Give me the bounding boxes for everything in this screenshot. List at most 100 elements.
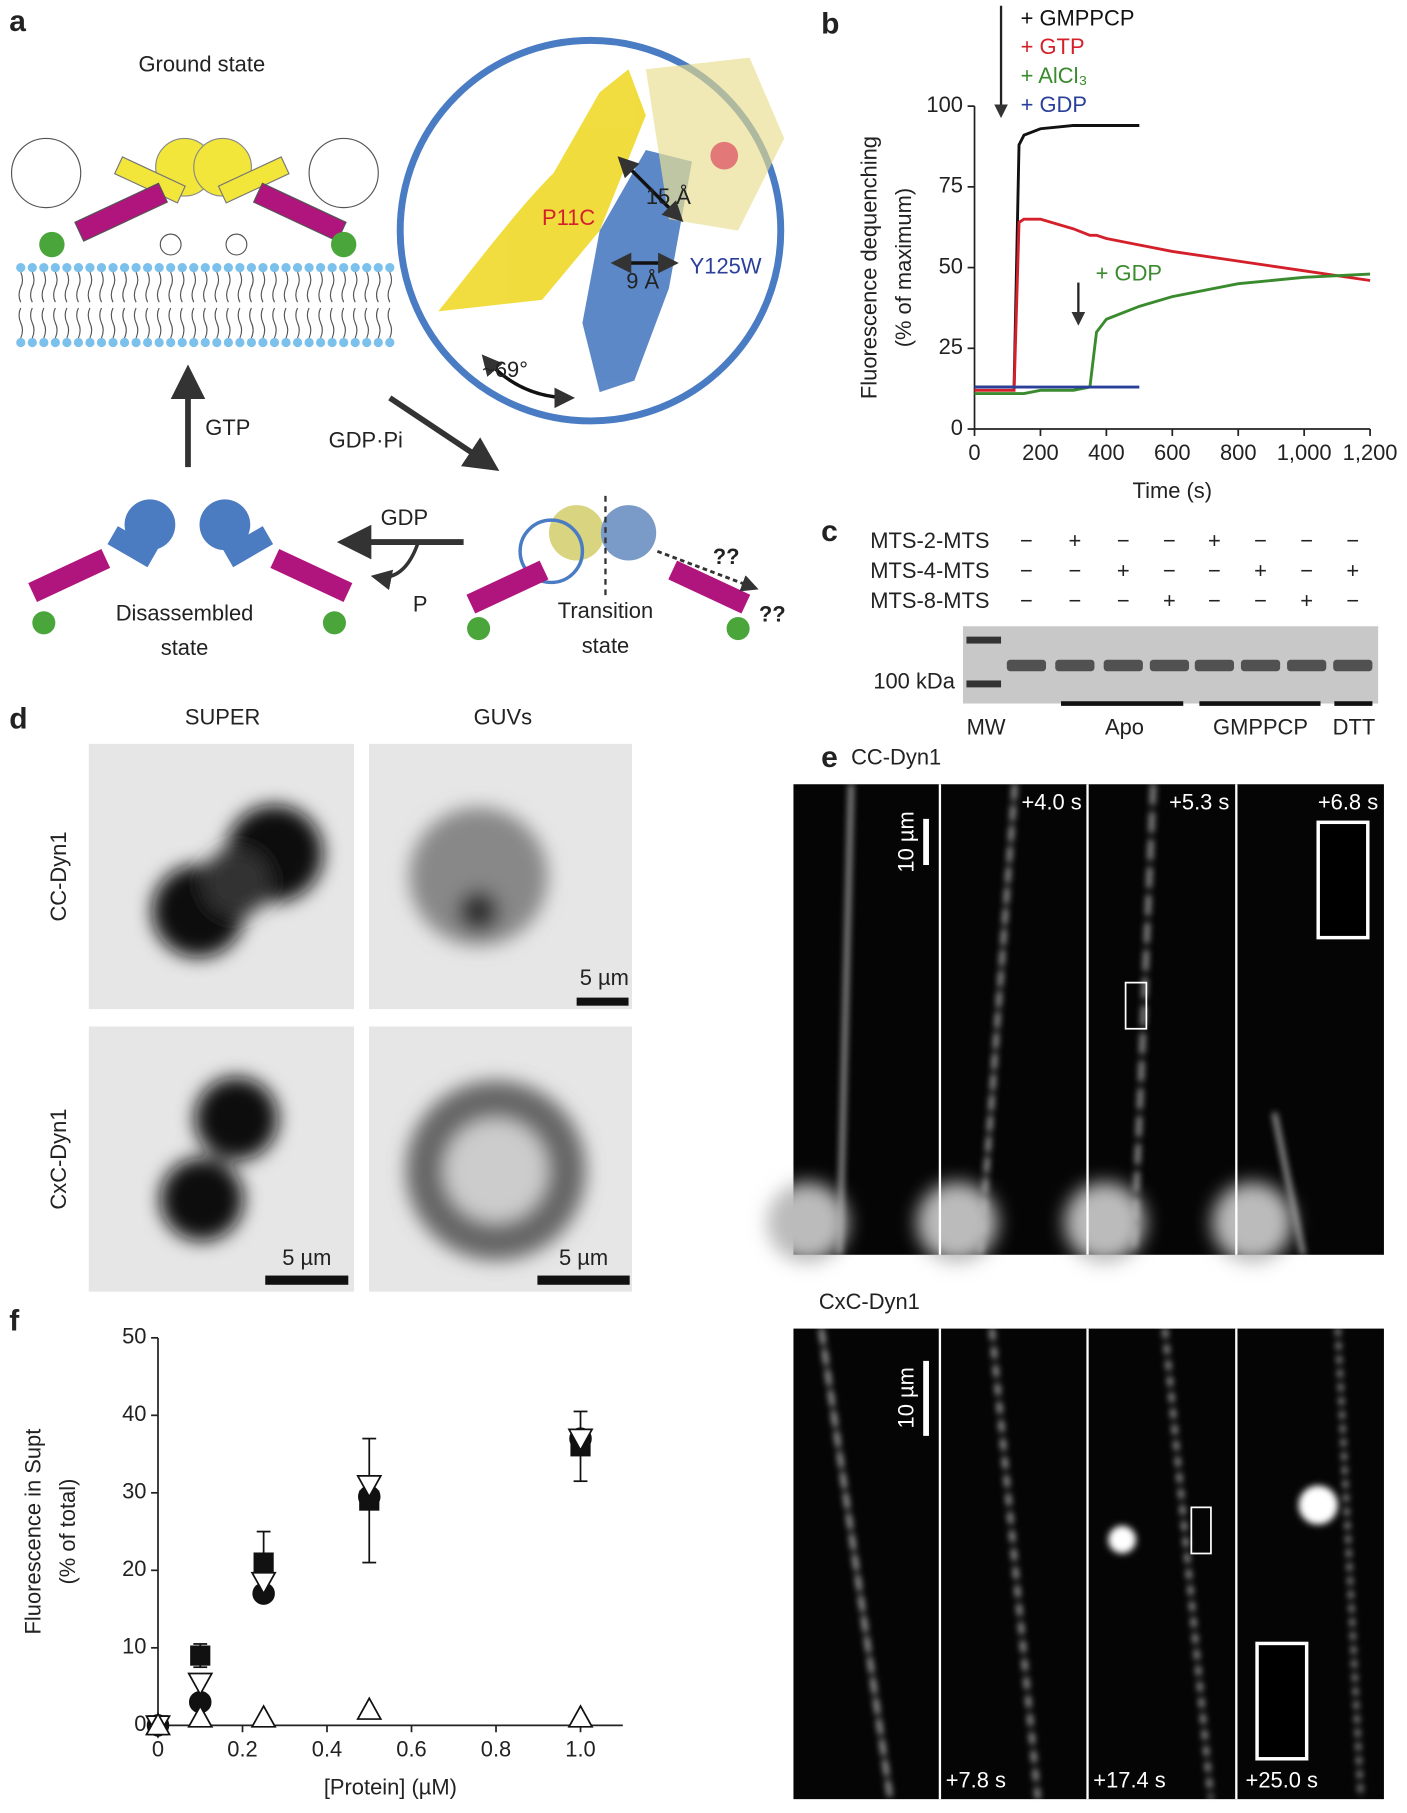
time-label: +4.0 s [1021, 790, 1081, 815]
sign: + [1346, 558, 1359, 583]
lipid-tail [375, 271, 381, 303]
lipid-head [166, 337, 176, 348]
gel-band [1103, 659, 1143, 672]
lipid-head [16, 337, 26, 348]
lipid-tail [352, 271, 358, 303]
sign: − [1163, 558, 1176, 583]
x-tick-label: 1,200 [1343, 440, 1398, 465]
sign: − [1254, 588, 1267, 613]
lipid-head [200, 337, 210, 348]
marker [356, 1474, 383, 1499]
y-tick-label: 30 [122, 1479, 146, 1504]
series-line [974, 124, 1140, 389]
marker [567, 1704, 594, 1728]
y-tick-label: 25 [939, 334, 963, 359]
lipid-head [350, 337, 360, 348]
lipid-head [281, 337, 291, 348]
marker [250, 1704, 277, 1728]
lipid-head [131, 262, 141, 273]
lipid-head [362, 262, 372, 273]
lipid-head [16, 262, 26, 273]
y-axis-label: Fluorescence dequenching [857, 136, 882, 399]
lipid-tail [64, 271, 70, 303]
y-tick-label: 20 [122, 1556, 146, 1581]
column-label: SUPER [185, 704, 260, 729]
scale-bar-label: 10 µm [893, 1367, 918, 1428]
lipid-tail [202, 271, 208, 303]
diagram-label: GDP·Pi [329, 428, 403, 453]
lipid-tail [110, 271, 116, 303]
x-tick-label: 1,000 [1277, 440, 1332, 465]
marker [187, 1672, 214, 1697]
panel-label: e [821, 741, 838, 774]
lipid-tail [29, 271, 35, 303]
sign: + [1068, 528, 1081, 553]
lipid-head [269, 262, 280, 273]
sign: − [1020, 528, 1033, 553]
sign: − [1020, 558, 1033, 583]
lipid-head [315, 337, 326, 348]
panel-label: d [9, 703, 27, 736]
lipid-head [50, 337, 60, 348]
time-label: +25.0 s [1246, 1768, 1319, 1793]
diagram-label: 15 Å [646, 184, 691, 209]
x-tick-label: 0.2 [227, 1736, 257, 1761]
row-label: MTS-2-MTS [870, 528, 989, 553]
lipid-tail [133, 271, 139, 303]
sign: − [1300, 558, 1313, 583]
lipid-tail [156, 271, 162, 303]
diagram-label: Ground state [138, 52, 265, 77]
lipid-tail [283, 307, 289, 339]
lipid-tail [191, 271, 197, 303]
lipid-head [269, 337, 280, 348]
lipid-tail [260, 307, 266, 339]
lipid-tail [145, 271, 150, 303]
lipid-tail [237, 307, 243, 339]
diagram-label: Transition [558, 598, 653, 623]
lipid-tail [18, 307, 24, 339]
sign: − [1068, 588, 1081, 613]
lipid-head [85, 262, 95, 273]
lipid-head [189, 262, 199, 273]
lipid-tail [202, 307, 208, 339]
sign: − [1300, 528, 1313, 553]
lipid-head [108, 262, 118, 273]
lipid-tail [341, 271, 346, 303]
lipid-tail [29, 307, 35, 339]
lipid-tail [249, 307, 254, 339]
lipid-head [223, 262, 233, 273]
lipid-tail [133, 307, 139, 339]
lipid-tail [375, 307, 381, 339]
lipid-tail [87, 271, 93, 303]
lipid-head [235, 337, 245, 348]
marker [567, 1428, 594, 1452]
lipid-head [189, 337, 199, 348]
lipid-tail [122, 307, 127, 339]
gel-band [1333, 659, 1373, 672]
lipid-tail [214, 307, 220, 339]
y-tick-label: 50 [122, 1324, 146, 1349]
lipid-head [131, 337, 141, 348]
sign: + [1163, 588, 1176, 613]
lipid-tail [122, 271, 127, 303]
lipid-tail [110, 307, 116, 339]
lipid-head [119, 262, 130, 273]
lipid-tail [156, 307, 162, 339]
row-label: MTS-4-MTS [870, 558, 989, 583]
x-tick-label: 0.4 [312, 1736, 342, 1761]
marker [253, 1552, 274, 1573]
lipid-head [27, 262, 37, 273]
gel-band [1287, 659, 1327, 672]
lipid-head [177, 262, 187, 273]
image-title: CxC-Dyn1 [819, 1289, 920, 1314]
gel-band [1149, 659, 1190, 672]
row-label: CxC-Dyn1 [46, 1109, 71, 1210]
panel-c-gel: 100 kDa MW Apo GMPPCP DTT [873, 626, 1379, 740]
diagram-label: ?? [759, 602, 786, 627]
lane-label: MW [967, 715, 1006, 740]
time-label: +7.8 s [946, 1768, 1006, 1793]
lipid-tail [295, 307, 300, 339]
panel-label: b [821, 7, 839, 40]
y-tick-label: 0 [134, 1711, 146, 1736]
gel-band [1194, 659, 1235, 672]
